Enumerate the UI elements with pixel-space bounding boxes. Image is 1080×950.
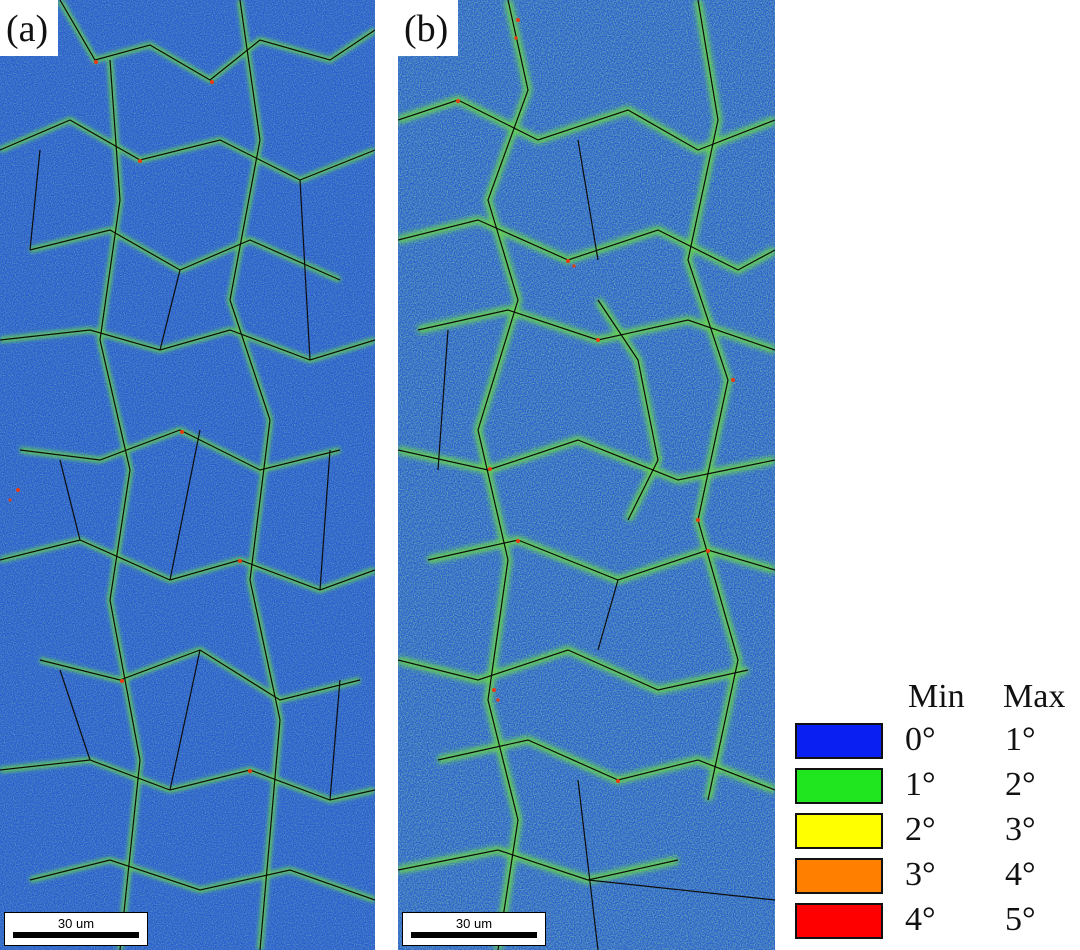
- kam-map-panel-b: (b) 30 um: [398, 0, 775, 950]
- legend-min-value: 1°: [905, 766, 936, 803]
- legend-swatch: [795, 903, 883, 939]
- scale-bar-line-b: [411, 932, 537, 938]
- legend-max-value: 4°: [1005, 856, 1036, 893]
- scale-bar-line-a: [13, 932, 139, 938]
- legend-swatch: [795, 723, 883, 759]
- legend-row: 3° 4°: [790, 856, 1080, 898]
- legend-row: 2° 3°: [790, 811, 1080, 853]
- legend-row: 0° 1°: [790, 721, 1080, 763]
- misorientation-map-a: [0, 0, 375, 950]
- legend-swatch: [795, 813, 883, 849]
- scale-bar-b: 30 um: [402, 912, 546, 946]
- legend-max-value: 2°: [1005, 766, 1036, 803]
- misorientation-map-b: [398, 0, 775, 950]
- legend-row: 1° 2°: [790, 766, 1080, 808]
- legend-min-value: 0°: [905, 721, 936, 758]
- panel-label-b: (b): [398, 0, 459, 56]
- legend-max-value: 1°: [1005, 721, 1036, 758]
- legend-max-value: 3°: [1005, 811, 1036, 848]
- scale-bar-a: 30 um: [4, 912, 148, 946]
- legend-min-header: Min: [908, 678, 965, 715]
- legend-min-value: 4°: [905, 901, 936, 938]
- legend-swatch: [795, 858, 883, 894]
- kam-map-panel-a: (a) 30 um: [0, 0, 375, 950]
- legend-max-value: 5°: [1005, 901, 1036, 938]
- scale-bar-text-a: 30 um: [57, 916, 95, 931]
- legend-min-value: 2°: [905, 811, 936, 848]
- misorientation-legend: Min Max 0° 1° 1° 2° 2° 3° 3° 4° 4° 5°: [790, 678, 1080, 939]
- legend-max-header: Max: [1003, 678, 1066, 715]
- legend-swatch: [795, 768, 883, 804]
- legend-row: 4° 5°: [790, 901, 1080, 943]
- panel-label-a: (a): [0, 0, 59, 56]
- scale-bar-text-b: 30 um: [455, 916, 493, 931]
- legend-min-value: 3°: [905, 856, 936, 893]
